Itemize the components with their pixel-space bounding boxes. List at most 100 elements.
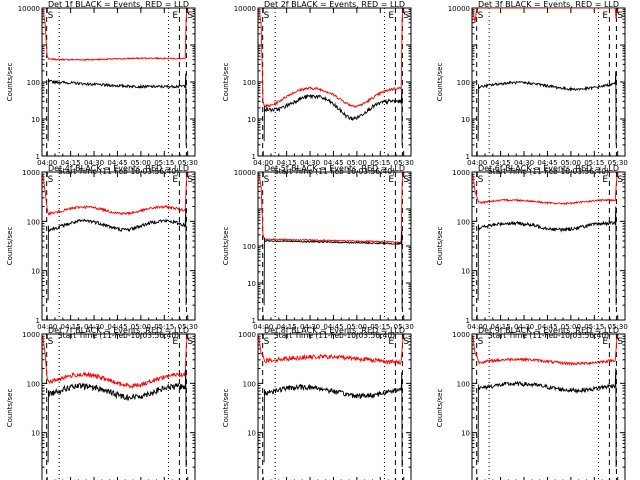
panel-title: Det 8f BLACK = Events, RED = LLD [264,326,405,335]
y-tick-label: 100 [457,218,470,226]
x-tick-label: 04:30 [300,323,320,331]
x-axis-label: Start Time (11-Feb-10 03:56:40) [488,331,609,340]
y-tick-label: 1 [466,317,470,325]
plot-frame [257,171,412,321]
x-tick-label: 04:00 [467,323,487,331]
x-tick-label: 05:15 [154,159,174,167]
y-tick-label: 10 [247,116,256,124]
y-tick-label: 10 [461,430,470,438]
lld-series-line [472,335,618,366]
y-tick-label: 100 [457,79,470,87]
panel-title: Det 4f BLACK = Events, RED = LLD [48,164,189,173]
lld-series-line [42,335,188,390]
y-tick-label: 10000 [448,5,470,13]
x-tick-label: 04:00 [253,159,273,167]
lld-series-line [42,8,188,62]
y-tick-label: 1 [252,317,256,325]
panel-det-6: Det 6f BLACK = Events, RED = LLD 1 10 100 10… [436,164,628,340]
x-tick-label: 04:15 [61,323,81,331]
x-tick-label: 05:30 [178,159,198,167]
plot-frame [41,333,196,480]
end-marker-label: E [172,175,178,185]
x-tick-label: 04:45 [323,323,343,331]
stop-marker-label: S [187,175,193,185]
x-tick-label: 04:30 [84,323,104,331]
x-tick-label: 04:15 [61,159,81,167]
stop-marker-label: S [403,337,409,347]
stop-marker-label: S [187,11,193,21]
x-tick-label: 05:30 [394,159,414,167]
x-tick-label: 05:15 [370,159,390,167]
x-tick-label: 05:15 [154,323,174,331]
x-tick-label: 05:00 [561,159,581,167]
x-tick-label: 05:00 [131,323,151,331]
y-tick-label: 1000 [238,331,256,339]
y-tick-label: 1000 [452,331,470,339]
panel-title: Det 9f BLACK = Events, RED = LLD [478,326,619,335]
y-axis-label: Counts/sec [6,389,14,428]
events-series-line [477,368,617,468]
end-marker-label: E [388,337,394,347]
end-marker-label: E [388,175,394,185]
events-series-line [263,371,403,468]
x-tick-label: 05:30 [178,323,198,331]
y-tick-label: 10000 [234,5,256,13]
lld-series-line [42,173,188,216]
panel-det-3: Det 3f BLACK = Events, RED = LLD 1 10 100 10… [436,0,628,176]
stop-marker-label: S [403,11,409,21]
x-tick-label: 05:15 [370,323,390,331]
end-marker-label: E [172,337,178,347]
x-axis-label: Start Time (11-Feb-10 03:56:40) [274,331,395,340]
y-axis-label: Counts/sec [436,227,444,266]
stop-marker-label: S [403,175,409,185]
start-marker-label: S [264,175,270,185]
y-tick-label: 100 [243,79,256,87]
x-tick-label: 04:30 [300,159,320,167]
events-series-line [47,208,187,306]
panel-det-1: Det 1f BLACK = Events, RED = LLD 1 10 100 10… [6,0,198,176]
x-tick-label: 05:00 [561,323,581,331]
end-marker-label: E [602,175,608,185]
x-tick-label: 04:15 [491,159,511,167]
x-tick-label: 05:30 [608,159,628,167]
x-tick-label: 05:00 [347,323,367,331]
x-axis-label: Start Time (11-Feb-10 03:56:40) [58,331,179,340]
start-marker-label: S [48,11,54,21]
x-tick-label: 04:45 [107,159,127,167]
plot-frame [257,7,412,157]
panel-det-9: Det 9f BLACK = Events, RED = LLD11010010… [436,326,626,480]
x-tick-label: 05:00 [347,159,367,167]
x-tick-label: 04:00 [37,159,57,167]
panel-det-7: Det 7f BLACK = Events, RED = LLD11010010… [6,326,196,480]
stop-marker-label: S [617,175,623,185]
end-marker-label: E [602,337,608,347]
stop-marker-label: S [187,337,193,347]
y-tick-label: 10 [461,268,470,276]
start-marker-label: S [264,337,270,347]
plot-frame [471,7,626,157]
x-tick-label: 05:15 [584,323,604,331]
start-marker-label: S [478,337,484,347]
y-axis-label: Counts/sec [436,63,444,102]
plot-frame [471,333,626,480]
y-tick-label: 1000 [452,169,470,177]
y-axis-label: Counts/sec [222,389,230,428]
y-tick-label: 100 [243,380,256,388]
y-tick-label: 100 [27,79,40,87]
end-marker-label: E [602,11,608,21]
x-tick-label: 05:15 [584,159,604,167]
start-marker-label: S [478,175,484,185]
x-tick-label: 04:45 [537,323,557,331]
y-tick-label: 100 [27,380,40,388]
events-series-line [263,88,403,145]
y-tick-label: 1 [36,317,40,325]
events-series-line [47,73,187,145]
lld-series-line [472,173,618,206]
start-marker-label: S [478,11,484,21]
x-tick-label: 04:00 [37,323,57,331]
x-tick-label: 04:30 [514,159,534,167]
panel-det-8: Det 8f BLACK = Events, RED = LLD11010010… [222,326,412,480]
y-tick-label: 1 [36,153,40,161]
start-marker-label: S [48,175,54,185]
